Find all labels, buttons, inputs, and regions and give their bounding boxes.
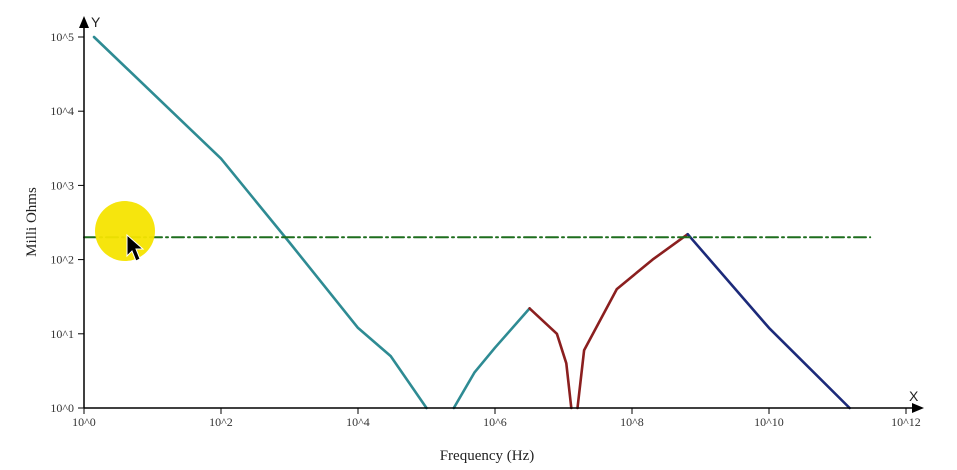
series-line-4 bbox=[686, 232, 851, 410]
series-line-3 bbox=[576, 232, 690, 410]
x-axis-title: Frequency (Hz) bbox=[440, 448, 535, 464]
x-tick-label: 10^12 bbox=[891, 415, 921, 429]
y-axis-title: Milli Ohms bbox=[24, 187, 40, 257]
y-tick-label: 10^0 bbox=[50, 401, 74, 415]
y-tick-label: 10^1 bbox=[50, 327, 74, 341]
x-axis-arrow bbox=[912, 403, 924, 413]
x-tick-label: 10^10 bbox=[754, 415, 784, 429]
x-tick-label: 10^4 bbox=[346, 415, 370, 429]
y-tick-label: 10^3 bbox=[50, 178, 74, 192]
series-layer bbox=[83, 35, 872, 410]
mouse-pointer-icon bbox=[126, 233, 145, 262]
x-tick-label: 10^0 bbox=[72, 415, 96, 429]
cursor-highlight bbox=[95, 201, 155, 261]
series-line-0 bbox=[92, 35, 428, 410]
y-tick-label: 10^4 bbox=[50, 104, 74, 118]
x-tick-label: 10^6 bbox=[483, 415, 507, 429]
x-axis-letter: X bbox=[909, 388, 919, 404]
y-axis-arrow bbox=[79, 16, 89, 28]
cursor-overlay bbox=[95, 201, 155, 262]
x-ticks: 10^0 10^2 10^4 10^6 10^8 10^10 10^12 bbox=[72, 408, 921, 429]
axes: X Y bbox=[79, 14, 924, 413]
y-ticks: 10^0 10^1 10^2 10^3 10^4 10^5 bbox=[50, 30, 84, 415]
series-line-2 bbox=[528, 307, 573, 410]
series-line-1 bbox=[452, 307, 531, 410]
x-tick-label: 10^2 bbox=[209, 415, 233, 429]
y-tick-label: 10^5 bbox=[50, 30, 74, 44]
y-axis-letter: Y bbox=[91, 14, 101, 30]
x-tick-label: 10^8 bbox=[620, 415, 644, 429]
y-tick-label: 10^2 bbox=[50, 253, 74, 267]
